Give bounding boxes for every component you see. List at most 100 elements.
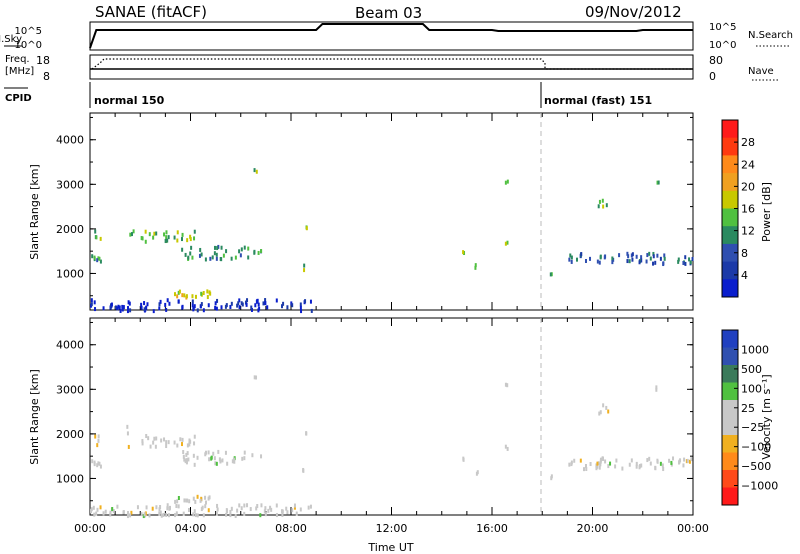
echo-cell — [178, 289, 181, 294]
echo-cell — [237, 301, 240, 306]
echo-cell — [688, 459, 691, 464]
echo-cell — [140, 236, 143, 241]
colorbar-swatch — [722, 400, 738, 418]
echo-cell — [128, 301, 131, 306]
echo-cell — [155, 231, 158, 236]
power-yticks: 1000 2000 3000 4000 — [56, 116, 693, 297]
echo-cell — [163, 437, 166, 442]
cpid-mode-2: normal (fast) 151 — [544, 94, 652, 107]
echo-cell — [166, 503, 169, 508]
echo-cell — [230, 506, 233, 511]
echo-cell — [94, 307, 97, 312]
beam-title: Beam 03 — [355, 4, 422, 22]
echo-cell — [231, 459, 234, 464]
echo-cell — [202, 291, 205, 296]
echo-cell — [299, 507, 302, 512]
echo-cell — [158, 507, 161, 512]
echo-cell — [635, 254, 638, 259]
echo-cell — [183, 498, 186, 503]
echo-cell — [225, 303, 228, 308]
echo-cell — [220, 305, 223, 310]
echo-cell — [90, 509, 93, 514]
nsearch-label: N.Search — [748, 30, 793, 41]
echo-cell — [126, 514, 129, 519]
colorbar-swatch — [722, 435, 738, 453]
echo-cell — [95, 235, 98, 240]
echo-cell — [683, 457, 686, 462]
colorbar-tick-label: 28 — [741, 136, 755, 149]
xtick-label: 08:00 — [275, 522, 307, 535]
colorbar-swatch — [722, 155, 738, 174]
echo-cell — [187, 507, 190, 512]
colorbar-tick-label: −25 — [741, 421, 764, 434]
echo-cell — [474, 263, 477, 268]
echo-cell — [165, 440, 168, 445]
colorbar-tick-label: 12 — [741, 225, 755, 238]
echo-cell — [122, 305, 125, 310]
station-title: SANAE (fitACF) — [95, 3, 207, 21]
echo-cell — [214, 301, 217, 306]
echo-cell — [656, 459, 659, 464]
echo-cell — [229, 509, 232, 514]
echo-cell — [193, 462, 196, 467]
xtick-label: 16:00 — [476, 522, 508, 535]
nsky-label: N.Sky — [0, 34, 22, 45]
echo-cell — [176, 499, 179, 504]
echo-cell — [244, 300, 247, 305]
echo-cell — [148, 232, 151, 237]
echo-cell — [188, 442, 191, 447]
echo-cell — [109, 510, 112, 515]
echo-cell — [599, 457, 602, 462]
echo-cell — [111, 507, 114, 512]
echo-cell — [190, 245, 193, 250]
echo-cell — [204, 500, 207, 505]
echo-cell — [462, 250, 465, 255]
colorbar-tick-label: 100 — [741, 382, 762, 395]
echo-cell — [247, 255, 250, 260]
echo-cell — [635, 461, 638, 466]
echo-cell — [303, 268, 306, 273]
echo-cell — [177, 299, 180, 304]
colorbar-swatch — [722, 417, 738, 436]
echo-cell — [185, 498, 188, 503]
echo-cell — [243, 450, 246, 455]
echo-cell — [176, 294, 179, 299]
echo-cell — [640, 463, 643, 468]
echo-cell — [474, 265, 477, 270]
echo-cell — [260, 249, 263, 254]
xtick-label: 00:00 — [677, 522, 709, 535]
echo-cell — [94, 434, 97, 439]
echo-cell — [186, 451, 189, 456]
echo-cell — [145, 505, 148, 510]
echo-cell — [241, 302, 244, 307]
echo-cell — [281, 512, 284, 517]
echo-cell — [293, 505, 296, 510]
echo-cell — [215, 306, 218, 311]
echo-cell — [631, 257, 634, 262]
echo-cell — [243, 511, 246, 516]
echo-cell — [506, 383, 509, 388]
echo-cell — [96, 507, 99, 512]
echo-cell — [638, 465, 641, 470]
echo-cell — [127, 444, 130, 449]
echo-cell — [97, 256, 100, 261]
echo-cell — [281, 509, 284, 514]
echo-cell — [236, 508, 239, 513]
velocity-xticks: 00:00 04:00 08:00 12:00 16:00 20:00 00:00 — [74, 318, 709, 535]
echo-cell — [241, 456, 244, 461]
echo-cell — [221, 458, 224, 463]
echo-cell — [236, 303, 239, 308]
freq-tick-bottom: 8 — [43, 70, 50, 83]
echo-cell — [691, 256, 694, 261]
echo-cell — [94, 229, 97, 234]
echo-cell — [611, 256, 614, 261]
echo-cell — [129, 513, 132, 518]
echo-cell — [165, 444, 168, 449]
nsearch-tick-top: 10^5 — [709, 22, 736, 33]
echo-cell — [598, 260, 601, 265]
nsky-trace — [89, 23, 693, 49]
echo-cell — [121, 307, 124, 312]
echo-cell — [217, 449, 220, 454]
velocity-frame — [89, 317, 694, 516]
nsky-panel: 10^5 10^0 N.Sky 10^5 10^0 N.Search — [0, 21, 793, 51]
